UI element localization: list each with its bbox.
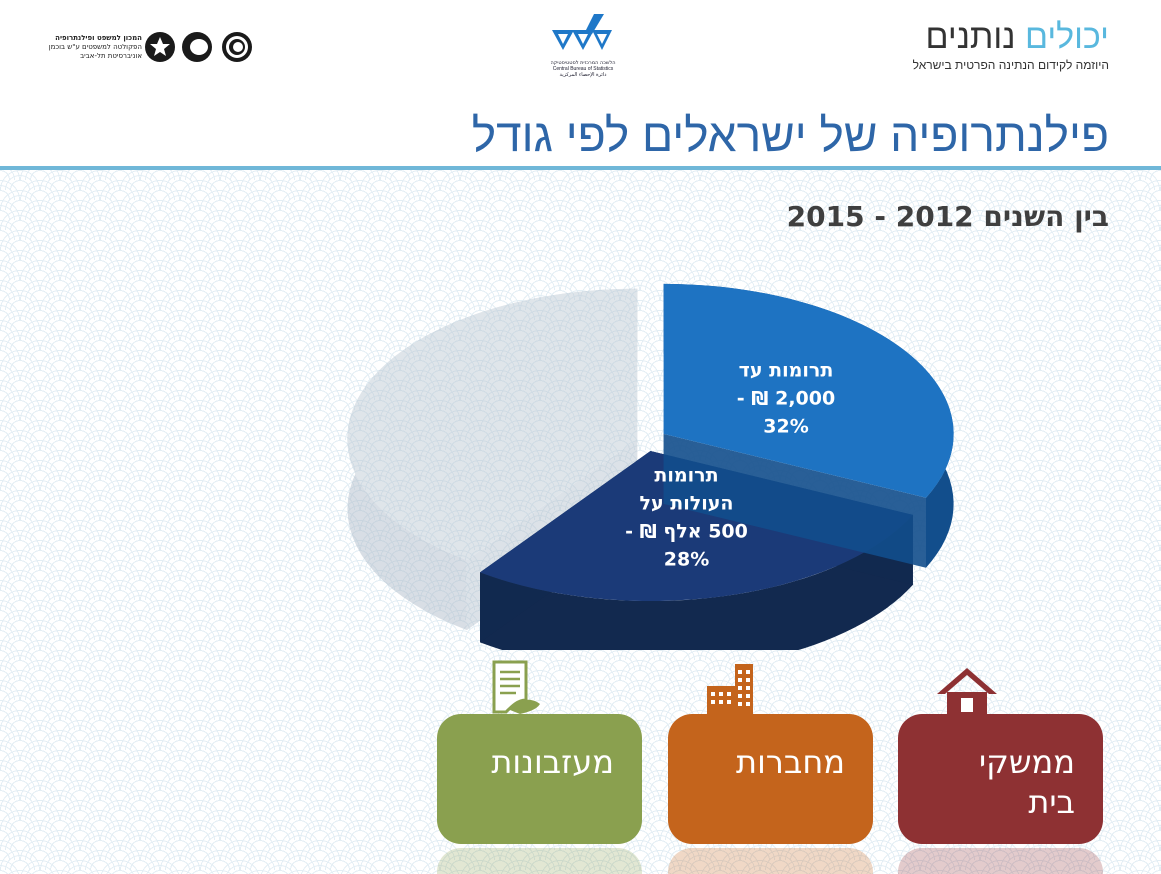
page-title: פילנתרופיה של ישראלים לפי גודל [471,109,1109,161]
pie-slice-small-donations [663,283,954,568]
pie-chart-svg: תרומות עד 2,000 ₪ - 32% תרומות העולות על 500 … [347,283,954,671]
house-icon [937,668,997,718]
pie-label-large-donations-line-1: תרומות [654,464,718,486]
category-label-foundations-line-1: מעזבונות [491,743,614,781]
tau-line-1: המכון למשפט ופילנתרופיה [55,34,142,42]
pie-label-small-donations-line-3: 32% [763,416,808,438]
cbs-logo: הלשכה המרכזית לסטטיסטיקה Central Bureau … [548,12,618,78]
category-label-companies-line-1: מחברות [736,743,845,781]
cbs-arabic-name: دائرة الإحصاء المركزية [559,72,607,78]
building-icon [707,664,753,716]
category-card-companies: מחברות [668,714,873,844]
tau-emblems-icon [145,32,252,62]
category-reflection-households [898,848,1103,874]
cbs-english-name: Central Bureau of Statistics [552,66,614,72]
brand-name-accent: יכולים [1024,18,1109,56]
pie-label-small-donations-line-1: תרומות עד [739,360,834,382]
tau-line-2: הפקולטה למשפטים ע"ש בוכמן [48,43,142,51]
brand-name: יכולים נותנים [913,18,1109,56]
pie-label-large-donations-line-2: העולות על [640,492,734,514]
tau-line-3: אוניברסיטת תל-אביב [80,52,142,60]
title-rule [0,166,1161,170]
brand-tagline: היוזמה לקידום הנתינה הפרטית בישראל [912,58,1109,72]
category-reflection-companies [668,848,873,874]
category-label-foundations: מעזבונות [491,742,614,782]
category-label-households-line-1: ממשקי [979,743,1075,781]
will-document-icon [492,660,540,714]
tau-text: המכון למשפט ופילנתרופיה הפקולטה למשפטים … [42,34,142,61]
page-subtitle: בין השנים 2012 - 2015 [786,200,1109,233]
category-card-foundations: מעזבונות [437,714,642,844]
category-card-households: ממשקי בית [898,714,1103,844]
cbs-hebrew-name: הלשכה המרכזית לסטטיסטיקה [550,60,616,66]
brand-logo: יכולים נותנים היוזמה לקידום הנתינה הפרטי… [913,18,1109,72]
category-label-households: ממשקי בית [979,742,1075,822]
pie-label-large-donations-line-4: 28% [664,548,709,570]
category-reflection-foundations [437,848,642,874]
pie-chart: תרומות עד 2,000 ₪ - 32% תרומות העולות על 500 … [340,270,960,671]
pie-label-large-donations-line-3: 500 אלף ₪ - [625,520,748,542]
brand-name-main: נותנים [925,18,1016,56]
cbs-emblem-icon [552,14,612,50]
pie-label-small-donations-line-2: 2,000 ₪ - [737,388,835,410]
category-label-households-line-2: בית [1028,783,1075,821]
category-label-companies: מחברות [736,742,845,782]
header [0,0,1161,168]
tau-logo: המכון למשפט ופילנתרופיה הפקולטה למשפטים … [42,30,262,64]
